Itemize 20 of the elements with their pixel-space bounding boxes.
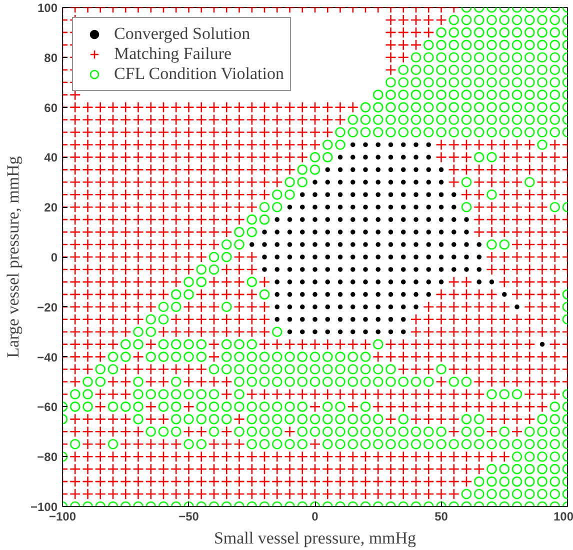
y-tick-label: 0 xyxy=(50,250,58,264)
legend-label: Matching Failure xyxy=(114,44,232,64)
legend-label: CFL Condition Violation xyxy=(114,64,284,84)
y-tick-label: 100 xyxy=(37,1,58,15)
y-tick-label: 20 xyxy=(44,200,58,215)
x-tick-label: 100 xyxy=(553,510,573,524)
y-tick-label: 80 xyxy=(44,50,58,65)
y-tick-label: −40 xyxy=(37,350,58,364)
x-tick-label: 0 xyxy=(312,510,319,524)
y-tick-label: −100 xyxy=(30,500,58,514)
x-axis-title: Small vessel pressure, mmHg xyxy=(214,528,417,548)
legend-label: Converged Solution xyxy=(114,24,250,44)
x-tick-label: −50 xyxy=(178,510,200,524)
y-tick-label: −60 xyxy=(37,400,58,414)
x-tick-label: 50 xyxy=(434,510,448,524)
y-axis-title: Large vessel pressure, mmHg xyxy=(3,156,22,358)
y-tick-label: −20 xyxy=(37,300,58,314)
y-tick-label: −80 xyxy=(37,450,58,464)
y-tick-label: 40 xyxy=(44,150,58,165)
y-tick-label: 60 xyxy=(44,100,58,115)
